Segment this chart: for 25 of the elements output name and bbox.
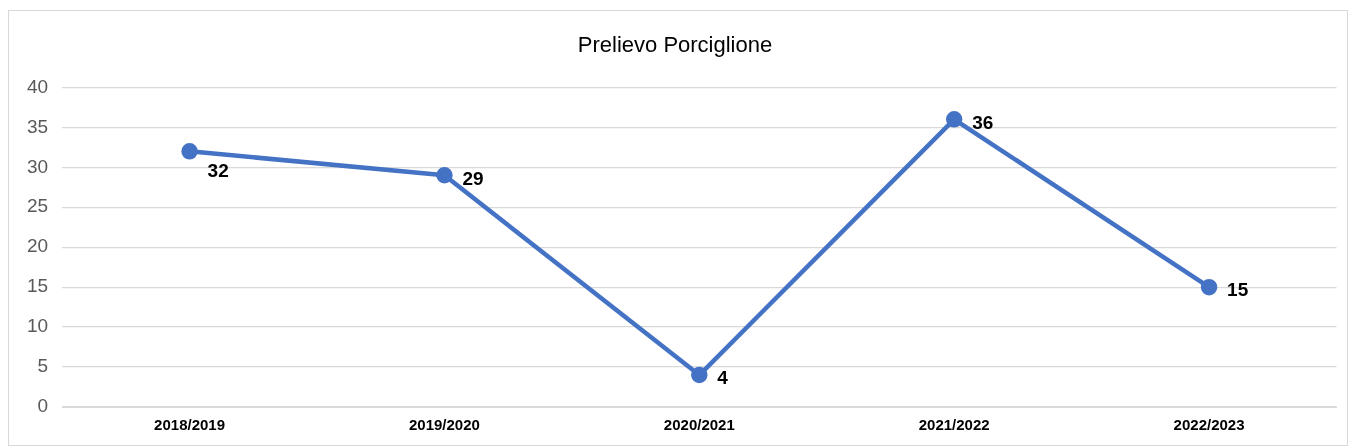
data-label: 32 bbox=[207, 159, 229, 181]
y-tick-label: 0 bbox=[37, 395, 49, 417]
x-tick-label: 2020/2021 bbox=[663, 416, 735, 434]
point bbox=[181, 143, 198, 160]
x-tick-label: 2019/2020 bbox=[408, 416, 480, 434]
y-tick-label: 5 bbox=[37, 355, 49, 377]
x-tick-label: 2021/2022 bbox=[918, 416, 990, 434]
y-tick-label: 35 bbox=[26, 115, 49, 137]
x-tick-label: 2018/2019 bbox=[154, 416, 226, 434]
data-label: 29 bbox=[462, 167, 484, 189]
y-tick-label: 25 bbox=[26, 195, 49, 217]
data-label: 36 bbox=[972, 111, 994, 133]
y-tick-label: 40 bbox=[26, 75, 49, 97]
data-label: 15 bbox=[1227, 279, 1249, 301]
point bbox=[945, 111, 963, 128]
point bbox=[691, 366, 708, 384]
y-tick-label: 15 bbox=[26, 275, 49, 297]
point bbox=[436, 167, 453, 184]
x-tick-label: 2022/2023 bbox=[1173, 416, 1245, 434]
chart-title: Prelievo Porciglione bbox=[577, 32, 773, 58]
data-label: 4 bbox=[717, 367, 729, 389]
y-tick-label: 20 bbox=[26, 235, 49, 257]
point bbox=[1200, 278, 1218, 296]
y-tick-label: 10 bbox=[26, 315, 49, 337]
y-tick-label: 30 bbox=[26, 155, 49, 177]
